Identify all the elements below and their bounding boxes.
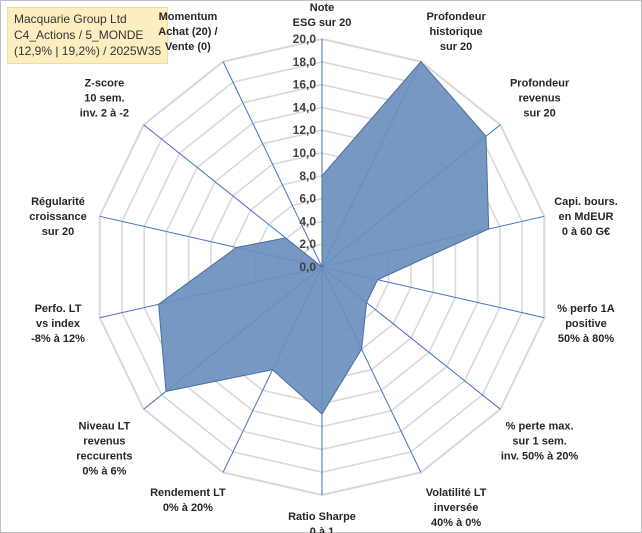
radar-series xyxy=(158,60,490,415)
axis-label: % perte max. sur 1 sem. inv. 50% à 20% xyxy=(501,421,579,463)
series-area xyxy=(158,60,490,415)
tick-label: 12,0 xyxy=(293,123,317,137)
tick-label: 20,0 xyxy=(293,32,317,46)
axis-label: Capi. bours. en MdEUR 0 à 60 G€ xyxy=(554,196,618,238)
title-line-category: C4_Actions / 5_MONDE xyxy=(14,28,144,42)
axis-label: Rendement LT 0% à 20% xyxy=(150,487,226,514)
tick-label: 14,0 xyxy=(293,100,317,114)
chart-title: Macquarie Group Ltd C4_Actions / 5_MONDE… xyxy=(7,7,169,64)
axis-label: Note ESG sur 20 xyxy=(293,2,352,29)
title-line-metrics: (12,9% | 19,2%) / 2025W35 xyxy=(14,44,162,58)
tick-label: 0,0 xyxy=(299,260,316,274)
axis-label: Momentum Achat (20) / Vente (0) xyxy=(158,11,217,53)
radar-axis-labels: Note ESG sur 20 Profondeur historique sur 20… xyxy=(29,2,618,533)
axis-label: Régularité croissance sur 20 xyxy=(29,196,86,238)
axis-label: Z-score 10 sem. inv. 2 à -2 xyxy=(80,77,129,119)
tick-label: 6,0 xyxy=(299,192,316,206)
axis-label: Ratio Sharpe 0 à 1 xyxy=(288,511,356,533)
axis-label: Niveau LT revenus reccurents 0% à 6% xyxy=(76,421,132,478)
tick-label: 2,0 xyxy=(299,237,316,251)
axis-label: Perfo. LT vs index -8% à 12% xyxy=(31,303,85,345)
tick-label: 18,0 xyxy=(293,55,317,69)
tick-label: 8,0 xyxy=(299,169,316,183)
axis-spoke xyxy=(222,61,323,268)
axis-label: Profondeur revenus sur 20 xyxy=(510,77,570,119)
radar-ticks: 0,0 2,0 4,0 6,0 8,0 10,0 12,0 14,0 16,0 18,0 20,0 xyxy=(293,32,317,274)
tick-label: 4,0 xyxy=(299,214,316,228)
tick-label: 16,0 xyxy=(293,78,317,92)
tick-label: 10,0 xyxy=(293,146,317,160)
axis-label: Volatilité LT inversée 40% à 0% xyxy=(426,487,487,529)
axis-label: % perfo 1A positive 50% à 80% xyxy=(557,303,615,345)
title-line-company: Macquarie Group Ltd xyxy=(14,12,127,26)
axis-label: Profondeur historique sur 20 xyxy=(426,11,486,53)
